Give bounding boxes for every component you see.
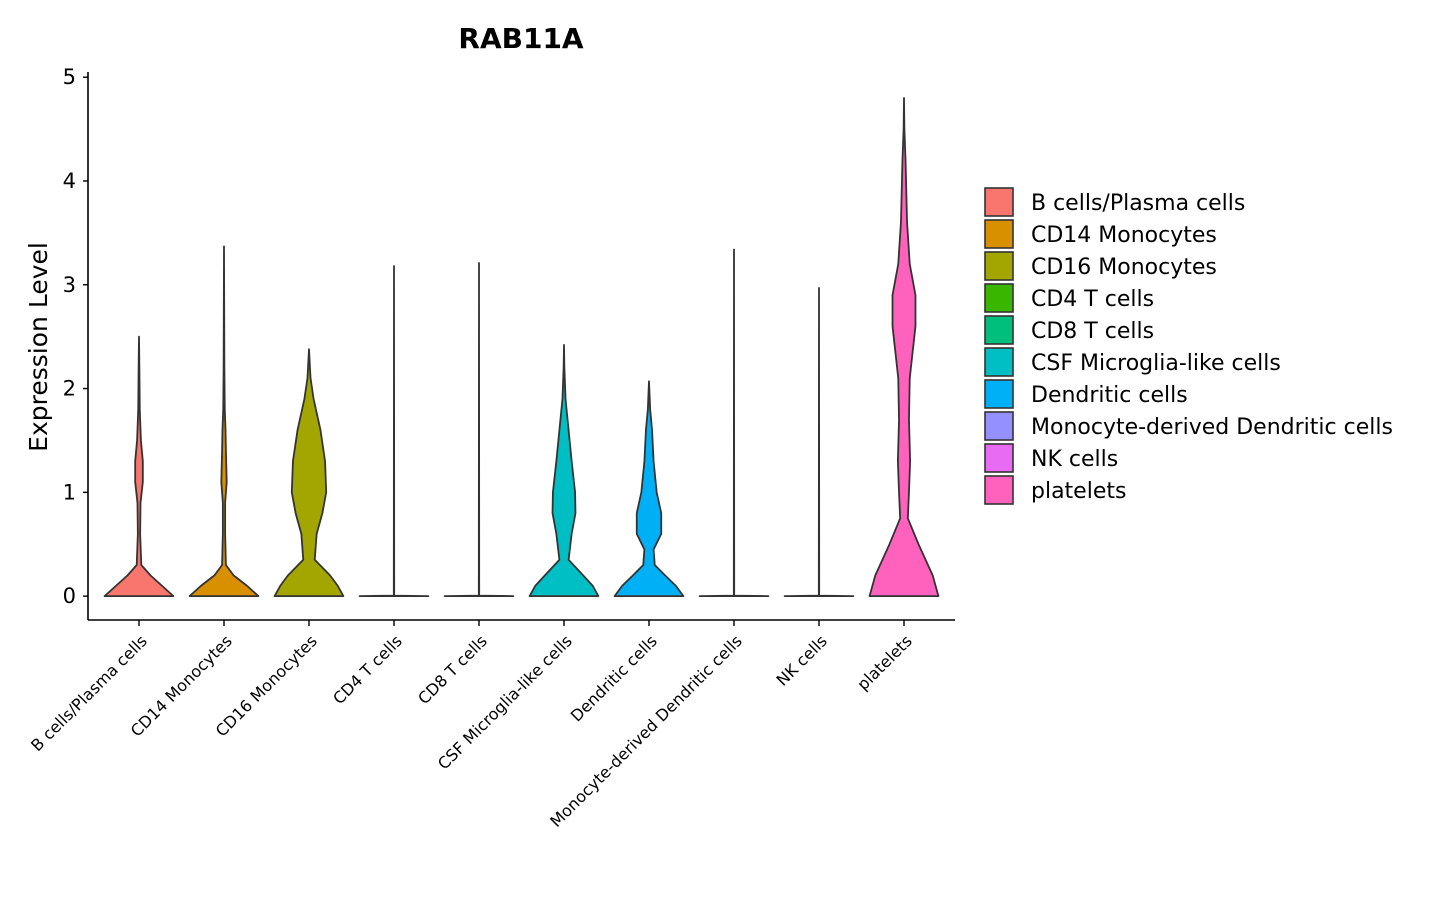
legend-swatch <box>984 379 1014 409</box>
legend-item: CSF Microglia-like cells <box>984 347 1281 377</box>
y-tick-label: 2 <box>63 377 76 401</box>
legend-swatch <box>984 283 1014 313</box>
y-tick-label: 5 <box>63 65 76 89</box>
chart-title: RAB11A <box>458 22 584 55</box>
legend-item: platelets <box>984 475 1126 505</box>
violin-cd16-monocytes <box>273 348 345 598</box>
legend-label: Dendritic cells <box>1031 383 1188 408</box>
legend-swatch <box>984 347 1014 377</box>
x-tick-label: NK cells <box>773 631 831 689</box>
x-tick-label: Monocyte-derived Dendritic cells <box>546 631 746 831</box>
violin-cd8-t-cells <box>443 262 515 598</box>
legend-item: CD8 T cells <box>984 315 1154 345</box>
legend-label: CD8 T cells <box>1031 319 1154 344</box>
y-tick-label: 3 <box>63 273 76 297</box>
legend-item: CD4 T cells <box>984 283 1154 313</box>
legend: B cells/Plasma cells CD14 Monocytes CD16 M… <box>984 187 1393 505</box>
legend-label: B cells/Plasma cells <box>1031 191 1245 216</box>
legend-item: Monocyte-derived Dendritic cells <box>984 411 1393 441</box>
y-ticks-group: 0 1 2 3 4 5 <box>63 65 88 608</box>
violins-group <box>103 97 940 598</box>
legend-swatch <box>984 219 1014 249</box>
y-tick-label: 0 <box>63 584 76 608</box>
legend-item: CD16 Monocytes <box>984 251 1217 281</box>
legend-item: CD14 Monocytes <box>984 219 1217 249</box>
legend-label: Monocyte-derived Dendritic cells <box>1031 415 1393 440</box>
x-tick-label: CD4 T cells <box>329 631 406 708</box>
legend-swatch <box>984 251 1014 281</box>
legend-label: CD16 Monocytes <box>1031 255 1217 280</box>
x-tick-label: platelets <box>853 631 916 694</box>
legend-item: NK cells <box>984 443 1118 473</box>
legend-item: Dendritic cells <box>984 379 1188 409</box>
legend-label: CSF Microglia-like cells <box>1031 351 1281 376</box>
x-tick-label: CD8 T cells <box>414 631 491 708</box>
violin-platelets <box>868 97 940 598</box>
legend-swatch <box>984 411 1014 441</box>
violin-csf-microglia-like-cells <box>528 344 600 598</box>
x-tick-label: B cells/Plasma cells <box>27 631 151 755</box>
legend-label: CD14 Monocytes <box>1031 223 1217 248</box>
violin-cd4-t-cells <box>358 265 430 598</box>
y-axis-label: Expression Level <box>24 242 53 452</box>
legend-swatch <box>984 187 1014 217</box>
violin-nk-cells <box>783 286 855 598</box>
violin-dendritic-cells <box>613 380 685 598</box>
legend-label: CD4 T cells <box>1031 287 1154 312</box>
violin-monocyte-derived-dendritic-cells <box>698 248 770 598</box>
violin-b-cells-plasma-cells <box>103 335 175 598</box>
violin-cd14-monocytes <box>188 245 260 598</box>
y-tick-label: 1 <box>63 480 76 504</box>
legend-label: NK cells <box>1031 447 1118 472</box>
legend-swatch <box>984 443 1014 473</box>
x-tick-label: Dendritic cells <box>567 631 661 725</box>
legend-swatch <box>984 475 1014 505</box>
axes-group <box>87 72 955 621</box>
legend-swatch <box>984 315 1014 345</box>
legend-label: platelets <box>1031 479 1126 504</box>
y-tick-label: 4 <box>63 169 76 193</box>
legend-item: B cells/Plasma cells <box>984 187 1245 217</box>
